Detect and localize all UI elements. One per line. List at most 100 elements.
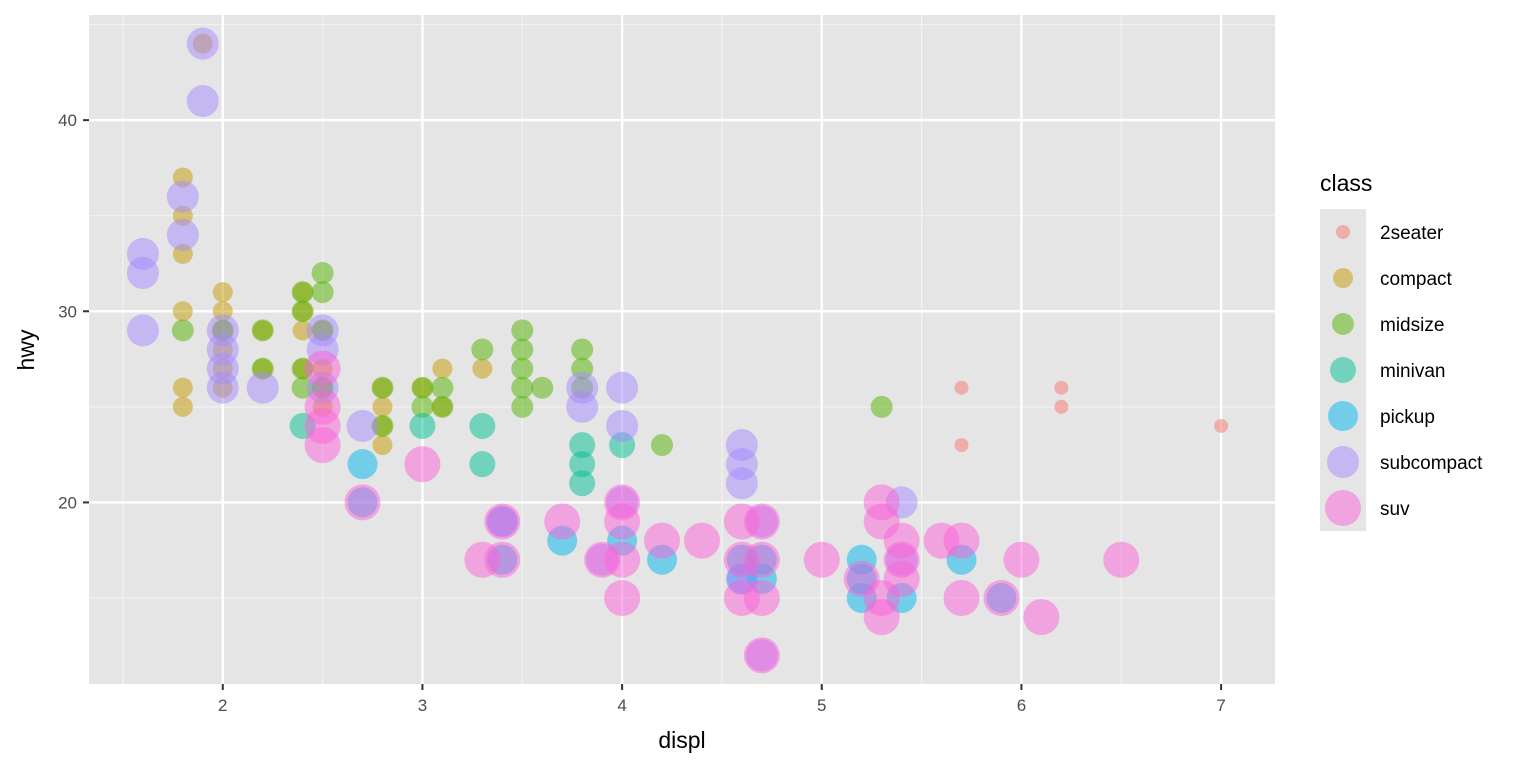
point-suv: [683, 522, 720, 559]
point-midsize: [291, 300, 314, 323]
point-midsize: [311, 262, 334, 285]
point-subcompact: [166, 180, 199, 213]
y-tick-label: 40: [58, 111, 77, 130]
legend-items: 2seater compact midsize minivan pickup subcom…: [1320, 209, 1483, 531]
point-subcompact: [126, 257, 159, 290]
point-suv: [304, 427, 341, 464]
point-pickup: [347, 449, 378, 480]
point-2seater: [954, 438, 969, 453]
point-subcompact: [566, 390, 599, 423]
legend-key-subcompact: [1327, 446, 1359, 478]
point-suv: [1103, 541, 1140, 578]
point-compact: [172, 377, 193, 398]
point-midsize: [511, 376, 534, 399]
point-suv: [484, 503, 521, 540]
point-midsize: [411, 395, 434, 418]
y-axis-title: hwy: [13, 329, 39, 370]
point-suv: [604, 503, 641, 540]
legend-label: compact: [1380, 269, 1453, 290]
point-midsize: [511, 395, 534, 418]
point-subcompact: [206, 371, 239, 404]
x-tick-label: 3: [418, 696, 427, 715]
point-compact: [372, 396, 393, 417]
y-tick-label: 30: [58, 302, 77, 321]
point-midsize: [511, 338, 534, 361]
point-suv: [743, 503, 780, 540]
legend-key-pickup: [1328, 401, 1358, 431]
point-suv: [604, 579, 641, 616]
point-minivan: [569, 470, 596, 497]
x-axis-title: displ: [658, 727, 705, 753]
point-compact: [172, 396, 193, 417]
data-points: [126, 27, 1229, 674]
point-2seater: [1054, 399, 1069, 414]
point-compact: [472, 358, 493, 379]
x-tick-label: 7: [1216, 696, 1225, 715]
legend-title: class: [1320, 170, 1372, 196]
point-subcompact: [606, 409, 639, 442]
point-minivan: [569, 432, 596, 459]
point-midsize: [291, 281, 314, 304]
point-subcompact: [725, 467, 758, 500]
point-minivan: [469, 412, 496, 439]
point-subcompact: [186, 27, 219, 60]
legend-key-2seater: [1336, 225, 1350, 239]
point-subcompact: [166, 218, 199, 251]
point-suv: [743, 541, 780, 578]
plot-panel: [89, 15, 1275, 684]
point-midsize: [311, 281, 334, 304]
legend-label: midsize: [1380, 315, 1444, 336]
point-midsize: [251, 319, 274, 342]
point-suv: [943, 579, 980, 616]
x-axis: 2 3 4 5 6 7: [218, 684, 1226, 715]
point-subcompact: [186, 85, 219, 118]
x-tick-label: 6: [1017, 696, 1026, 715]
legend: class 2seater compact midsize minivan pickup…: [1320, 170, 1483, 531]
point-compact: [172, 301, 193, 322]
minor-gridlines: [89, 15, 1275, 684]
point-suv: [1003, 541, 1040, 578]
point-suv: [404, 446, 441, 483]
point-midsize: [511, 319, 534, 342]
point-suv: [1023, 599, 1060, 636]
point-midsize: [571, 338, 594, 361]
y-tick-label: 20: [58, 493, 77, 512]
point-subcompact: [126, 314, 159, 347]
legend-label: suv: [1380, 499, 1410, 520]
point-2seater: [1214, 418, 1229, 433]
point-suv: [743, 579, 780, 616]
point-suv: [983, 579, 1020, 616]
point-suv: [544, 503, 581, 540]
legend-key-compact: [1333, 268, 1353, 288]
point-suv: [644, 522, 681, 559]
x-tick-label: 4: [617, 696, 626, 715]
point-subcompact: [346, 409, 379, 442]
x-tick-label: 5: [817, 696, 826, 715]
point-minivan: [569, 451, 596, 478]
y-axis: 20 30 40: [58, 111, 89, 512]
point-subcompact: [246, 371, 279, 404]
point-suv: [943, 522, 980, 559]
point-suv: [604, 541, 641, 578]
point-minivan: [469, 451, 496, 478]
point-midsize: [651, 434, 674, 457]
legend-key-minivan: [1330, 357, 1356, 383]
point-suv: [863, 599, 900, 636]
x-tick-label: 2: [218, 696, 227, 715]
legend-label: minivan: [1380, 361, 1445, 382]
point-midsize: [371, 376, 394, 399]
point-suv: [344, 484, 381, 521]
legend-key-suv: [1325, 490, 1361, 526]
point-midsize: [511, 357, 534, 380]
point-suv: [883, 560, 920, 597]
point-midsize: [431, 376, 454, 399]
point-midsize: [471, 338, 494, 361]
legend-label: 2seater: [1380, 223, 1444, 244]
legend-label: subcompact: [1380, 453, 1483, 474]
point-compact: [432, 358, 453, 379]
point-suv: [484, 541, 521, 578]
legend-key-midsize: [1332, 313, 1354, 335]
point-compact: [212, 282, 233, 303]
point-2seater: [954, 380, 969, 395]
